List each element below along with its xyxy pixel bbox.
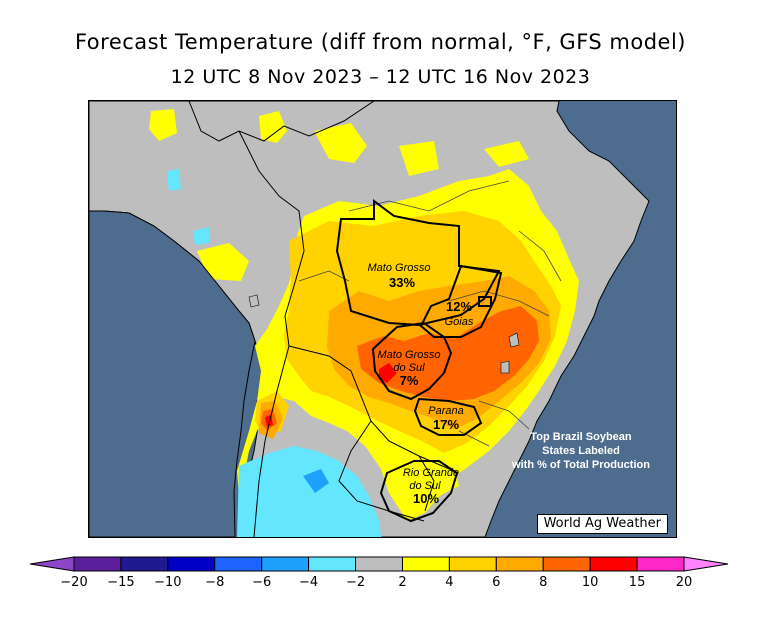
state-pct-mato-grosso-do-sul: 7% (400, 373, 419, 388)
anomaly-2-4 (399, 141, 439, 176)
anomaly-8-10 (357, 306, 539, 401)
temperature-anomaly-map: Mato Grosso 33% 12% Goias Mato Grosso do… (88, 100, 677, 538)
legend-canvas: −20 −15 −10 −8 −6 −4 −2 2 4 6 8 10 15 20 (29, 556, 729, 590)
mato-grosso-outline (335, 199, 501, 327)
legend-tick-label: 8 (539, 575, 547, 590)
legend-tick-label: −8 (205, 575, 224, 590)
map-canvas: Mato Grosso 33% 12% Goias Mato Grosso do… (89, 101, 676, 537)
federal-district-outline (478, 296, 492, 307)
state-label-rio-grande-do-sul-1: Rio Grande (403, 467, 459, 479)
legend-swatch (214, 556, 263, 572)
note-line-2: States Labeled (542, 445, 620, 457)
anomaly-2-4 (409, 451, 459, 497)
anomaly-2-4 (314, 123, 367, 163)
legend-swatch (401, 556, 450, 572)
anomaly-10-15 (379, 363, 397, 383)
legend-low-arrow (29, 556, 75, 572)
state-label-mato-grosso-do-sul-1: Mato Grosso (378, 349, 441, 361)
legend-swatch (261, 556, 310, 572)
color-legend: −20 −15 −10 −8 −6 −4 −2 2 4 6 8 10 15 20 (28, 556, 736, 596)
legend-tick-label: −15 (107, 575, 134, 590)
legend-swatch (495, 556, 544, 572)
anomaly-minus-2-4 (193, 227, 209, 245)
legend-tick-label: 20 (676, 575, 693, 590)
country-borders (188, 101, 455, 537)
state-pct-goias: 12% (446, 299, 472, 314)
anomaly-2-4 (149, 109, 177, 141)
anomaly-minus-4-6 (303, 469, 329, 493)
anomaly-2-4 (259, 111, 287, 143)
lake (508, 332, 520, 348)
anomaly-2-4 (197, 243, 249, 281)
legend-swatch (448, 556, 497, 572)
rio-grande-do-sul-outline (379, 460, 459, 523)
state-label-mato-grosso: Mato Grosso (368, 262, 431, 274)
legend-swatch (636, 556, 685, 572)
legend-tick-label: 15 (629, 575, 646, 590)
legend-tick-label: −4 (299, 575, 318, 590)
mato-grosso-do-sul-outline (371, 321, 453, 401)
state-pct-parana: 17% (433, 417, 459, 432)
legend-swatch (308, 556, 357, 572)
legend-tick-label: 10 (582, 575, 599, 590)
anomaly-minus-2-4 (237, 446, 381, 537)
pacific-ocean (89, 210, 256, 537)
legend-high-arrow (683, 556, 729, 572)
anomaly-minus-2-4 (167, 169, 181, 191)
lake (500, 360, 510, 374)
note-line-1: Top Brazil Soybean (530, 431, 632, 443)
credit-watermark: World Ag Weather (536, 514, 668, 534)
parana-outline (413, 397, 483, 436)
legend-tick-label: −2 (346, 575, 365, 590)
legend-swatch (355, 556, 403, 572)
chart-title: Forecast Temperature (diff from normal, … (74, 30, 687, 54)
legend-swatch (542, 556, 591, 572)
note-line-3: with % of Total Production (511, 459, 650, 471)
anomaly-2-4 (484, 141, 529, 167)
lake (248, 294, 260, 308)
legend-tick-label: 2 (398, 575, 406, 590)
state-label-parana: Parana (428, 405, 463, 417)
legend-tick-label: 6 (492, 575, 500, 590)
legend-swatch (589, 556, 638, 572)
state-pct-rio-grande-do-sul: 10% (413, 491, 439, 506)
legend-swatch (73, 556, 122, 572)
chart-subtitle: 12 UTC 8 Nov 2023 – 12 UTC 16 Nov 2023 (170, 66, 591, 88)
state-label-goias: Goias (445, 316, 474, 328)
soybean-state-outlines (335, 199, 503, 523)
state-pct-mato-grosso: 33% (389, 275, 415, 290)
state-borders (298, 180, 562, 447)
legend-tick-label: 4 (445, 575, 453, 590)
legend-tick-label: −10 (154, 575, 181, 590)
goias-outline (419, 264, 503, 338)
legend-tick-label: −6 (252, 575, 271, 590)
state-label-rio-grande-do-sul-2: do Sul (409, 480, 441, 492)
state-label-mato-grosso-do-sul-2: do Sul (393, 362, 425, 374)
legend-swatch (167, 556, 216, 572)
legend-swatch (120, 556, 169, 572)
legend-tick-label: −20 (60, 575, 87, 590)
